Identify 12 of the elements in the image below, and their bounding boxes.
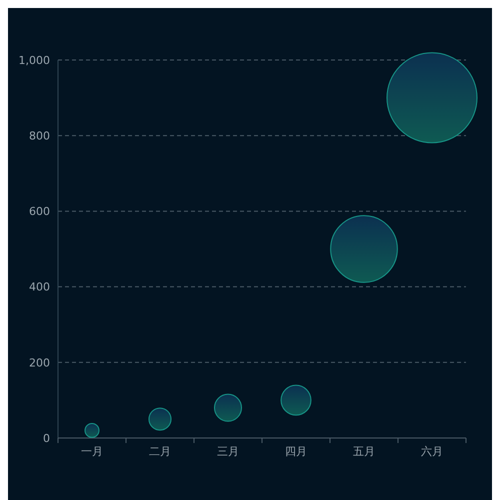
x-tick-label: 三月 [217, 445, 239, 458]
x-tick-label: 四月 [285, 445, 307, 458]
y-tick-label: 1,000 [18, 54, 50, 67]
y-tick-label: 0 [43, 432, 50, 445]
y-tick-label: 200 [29, 356, 50, 370]
y-tick-label: 600 [29, 205, 50, 218]
x-tick-label: 六月 [421, 445, 443, 458]
y-tick-label: 400 [29, 280, 50, 294]
x-tick-label: 五月 [353, 445, 375, 458]
y-tick-label: 800 [29, 129, 50, 142]
x-tick-label: 二月 [149, 445, 171, 458]
x-tick-label: 一月 [81, 445, 103, 458]
